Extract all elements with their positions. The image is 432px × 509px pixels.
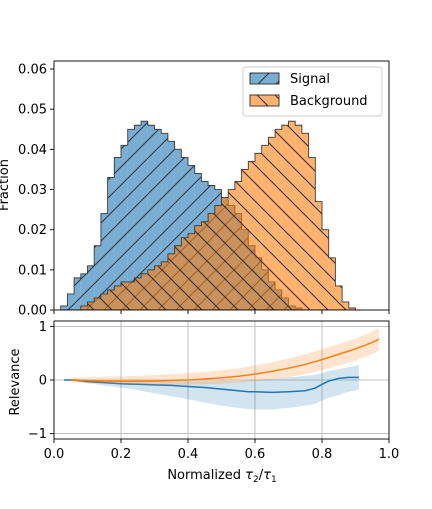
relevance-y-tick-label: 1: [39, 320, 47, 335]
histogram-y-tick-label: 0.00: [18, 304, 47, 319]
legend-swatch-background-hatch: [249, 94, 280, 107]
x-axis-label-tau: τ: [245, 468, 253, 483]
x-axis-label-prefix: Normalized: [167, 468, 245, 483]
legend: Signal Background: [242, 66, 383, 117]
relevance-y-ticks: −1 0 1: [28, 320, 54, 442]
relevance-band: [70, 327, 379, 385]
relevance-series-2: [70, 327, 380, 385]
x-axis-label: Normalized τ2/τ1: [167, 468, 276, 485]
legend-label-background: Background: [290, 94, 368, 109]
x-axis-label-sub-a: 2: [253, 475, 259, 485]
relevance-x-tick-label: 1.0: [379, 447, 400, 462]
legend-swatch-signal-hatch: [249, 72, 280, 85]
legend-entry-background: Background: [249, 94, 368, 109]
relevance-series: [64, 327, 380, 410]
histogram-y-tick-label: 0.05: [18, 103, 47, 118]
histogram-y-tick-label: 0.01: [18, 263, 47, 278]
x-axis-label-sub-b: 1: [271, 475, 277, 485]
relevance-y-axis-label: Relevance: [8, 348, 23, 415]
relevance-y-tick-label: −1: [28, 427, 47, 442]
relevance-x-ticks: 0.0 0.2 0.4 0.6 0.8 1.0: [44, 439, 400, 462]
relevance-line: [70, 338, 380, 382]
histogram-panel: 0.00 0.01 0.02 0.03 0.04 0.05 0.06 Fraction Si…: [0, 60, 390, 319]
histogram-y-tick-label: 0.06: [18, 63, 47, 78]
relevance-y-tick-label: 0: [39, 374, 47, 389]
relevance-x-tick-label: 0.0: [44, 447, 65, 462]
x-axis-label-slash: /: [259, 468, 264, 483]
relevance-series-1: [64, 364, 359, 410]
histogram-y-tick-label: 0.04: [18, 143, 47, 158]
histogram-y-tick-label: 0.03: [18, 183, 47, 198]
relevance-line: [64, 376, 359, 394]
relevance-panel: −1 0 1 0.0 0.2 0.4 0.6 0.8 1.0 Relevance Normal…: [8, 320, 399, 485]
histogram-y-axis-label: Fraction: [0, 159, 12, 211]
histogram-outline: [80, 120, 363, 310]
relevance-x-tick-label: 0.2: [111, 447, 132, 462]
relevance-band: [64, 364, 359, 410]
relevance-x-tick-label: 0.6: [245, 447, 266, 462]
legend-entry-signal: Signal: [249, 72, 330, 87]
relevance-x-tick-label: 0.4: [178, 447, 199, 462]
histogram-y-tick-label: 0.02: [18, 223, 47, 238]
legend-label-signal: Signal: [290, 72, 330, 87]
x-axis-label-tau-2: τ: [263, 468, 271, 483]
relevance-x-tick-label: 0.8: [312, 447, 333, 462]
histogram-bars: [60, 120, 363, 310]
histogram-series-background: [80, 120, 363, 310]
histogram-y-ticks: 0.00 0.01 0.02 0.03 0.04 0.05 0.06: [18, 63, 390, 319]
histogram-frame: [53, 60, 390, 311]
